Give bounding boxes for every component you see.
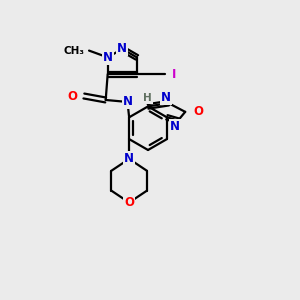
Text: N: N <box>160 91 171 104</box>
Text: I: I <box>172 68 176 81</box>
Text: O: O <box>67 89 77 103</box>
Text: N: N <box>122 95 133 108</box>
Text: CH₃: CH₃ <box>63 46 84 56</box>
Text: N: N <box>170 120 180 133</box>
Text: N: N <box>124 152 134 165</box>
Text: O: O <box>124 196 134 209</box>
Text: O: O <box>193 105 203 119</box>
Text: H: H <box>143 93 152 103</box>
Text: N: N <box>117 42 127 56</box>
Text: N: N <box>103 51 113 64</box>
